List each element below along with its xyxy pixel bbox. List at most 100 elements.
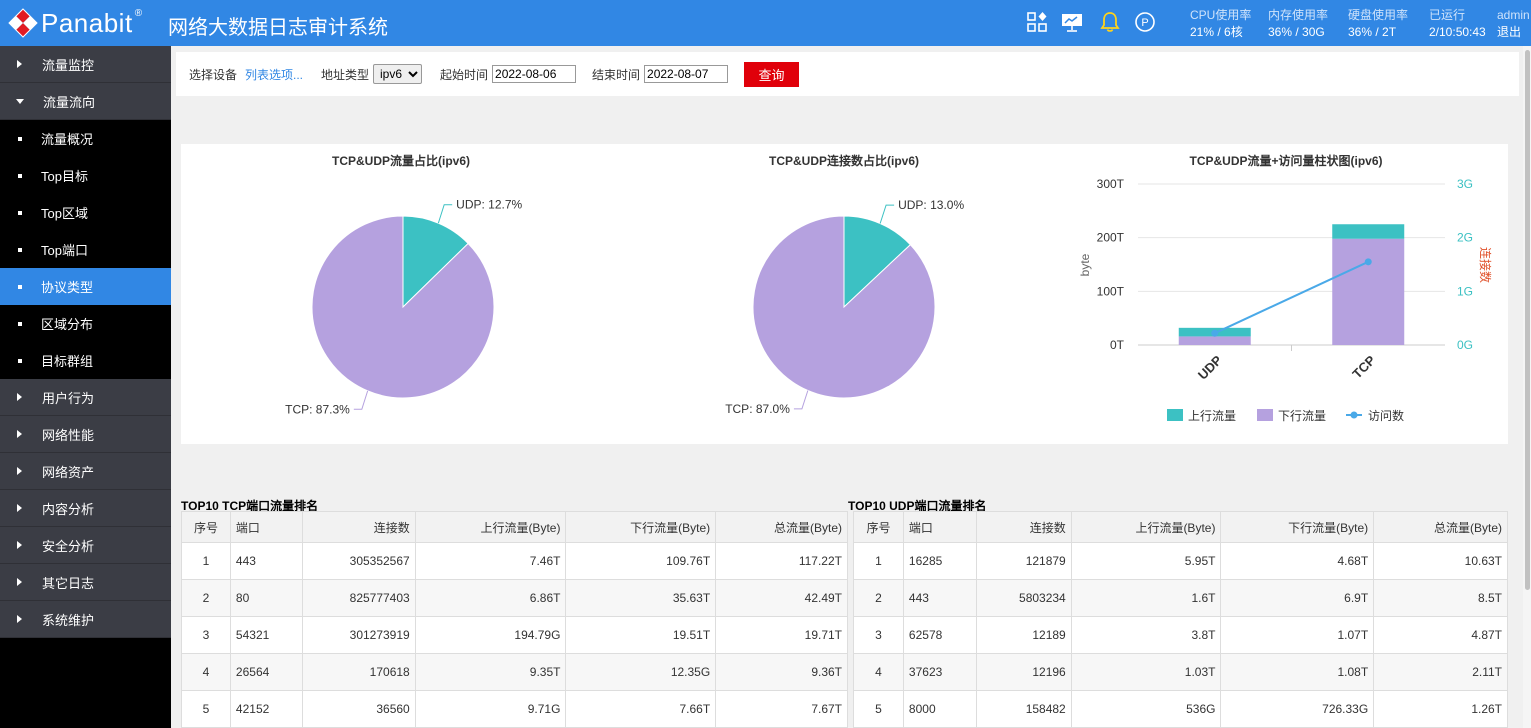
cpu-stat: CPU使用率 21% / 6核 xyxy=(1190,7,1251,41)
cell-upstream: 9.35T xyxy=(414,653,567,691)
pie-slice-udp[interactable] xyxy=(402,215,469,309)
cell-total: 10.63T xyxy=(1373,542,1508,580)
menu-other-logs[interactable]: 其它日志 xyxy=(0,564,171,601)
chevron-right-icon xyxy=(17,615,22,623)
brand-logo[interactable]: Panabit ® xyxy=(8,6,142,40)
col-downstream[interactable]: 下行流量(Byte) xyxy=(565,511,717,543)
menu-traffic-monitor[interactable]: 流量监控 xyxy=(0,46,171,83)
submenu-top-target[interactable]: Top目标 xyxy=(0,157,171,194)
apps-icon[interactable] xyxy=(1026,11,1048,33)
submenu-traffic-overview[interactable]: 流量概况 xyxy=(0,120,171,157)
submenu-target-group[interactable]: 目标群组 xyxy=(0,342,171,379)
table-row[interactable]: 4 26564 170618 9.35T 12.35G 9.36T xyxy=(181,653,848,691)
cell-connections: 158482 xyxy=(975,690,1072,728)
table-row[interactable]: 3 54321 301273919 194.79G 19.51T 19.71T xyxy=(181,616,848,654)
col-port[interactable]: 端口 xyxy=(902,511,977,543)
bar-tcp-1[interactable] xyxy=(1332,224,1405,239)
col-downstream[interactable]: 下行流量(Byte) xyxy=(1220,511,1375,543)
bar-tcp-0[interactable] xyxy=(1332,238,1405,345)
col-upstream[interactable]: 上行流量(Byte) xyxy=(414,511,567,543)
submenu-top-port[interactable]: Top端口 xyxy=(0,231,171,268)
logout-link[interactable]: 退出 xyxy=(1497,25,1522,39)
col-upstream[interactable]: 上行流量(Byte) xyxy=(1070,511,1222,543)
table-row[interactable]: 5 42152 36560 9.71G 7.66T 7.67T xyxy=(181,690,848,728)
cell-index: 2 xyxy=(181,579,231,617)
system-title: 网络大数据日志审计系统 xyxy=(168,17,388,39)
col-total[interactable]: 总流量(Byte) xyxy=(1373,511,1508,543)
addr-type-select[interactable]: ipv6 xyxy=(373,64,423,84)
cell-connections: 12196 xyxy=(975,653,1072,691)
legend-swatch-downstream[interactable] xyxy=(1257,409,1273,421)
legend-swatch-upstream[interactable] xyxy=(1167,409,1183,421)
table-row[interactable]: 3 62578 12189 3.8T 1.07T 4.87T xyxy=(853,616,1508,654)
col-total[interactable]: 总流量(Byte) xyxy=(715,511,848,543)
cpu-label: CPU使用率 xyxy=(1190,8,1252,22)
table-row[interactable]: 2 443 5803234 1.6T 6.9T 8.5T xyxy=(853,579,1508,617)
submenu-top-region[interactable]: Top区域 xyxy=(0,194,171,231)
pie1-title: TCP&UDP流量占比(ipv6) xyxy=(331,154,470,168)
query-button[interactable]: 查询 xyxy=(744,62,799,87)
table-row[interactable]: 1 443 305352567 7.46T 109.76T 117.22T xyxy=(181,542,848,580)
submenu-protocol-type[interactable]: 协议类型 xyxy=(0,268,171,305)
cell-connections: 121879 xyxy=(975,542,1072,580)
bullet-icon xyxy=(18,284,22,289)
menu-network-performance[interactable]: 网络性能 xyxy=(0,416,171,453)
end-time-label: 结束时间 xyxy=(592,67,641,82)
submenu-label: 目标群组 xyxy=(41,354,94,369)
cell-index: 5 xyxy=(853,690,904,728)
scrollbar-thumb[interactable] xyxy=(1525,50,1530,590)
table-row[interactable]: 4 37623 12196 1.03T 1.08T 2.11T xyxy=(853,653,1508,691)
chevron-right-icon xyxy=(17,60,22,68)
cell-port: 443 xyxy=(902,579,977,617)
username[interactable]: admin xyxy=(1497,8,1530,22)
menu-network-assets[interactable]: 网络资产 xyxy=(0,453,171,490)
bell-icon[interactable] xyxy=(1099,11,1121,33)
start-time-input[interactable] xyxy=(492,65,577,83)
menu-traffic-flow[interactable]: 流量流向 xyxy=(0,83,171,120)
cell-connections: 12189 xyxy=(975,616,1072,654)
table-row[interactable]: 5 8000 158482 536G 726.33G 1.26T xyxy=(853,690,1508,728)
cell-index: 1 xyxy=(181,542,231,580)
cell-total: 8.5T xyxy=(1373,579,1508,617)
menu-content-analysis[interactable]: 内容分析 xyxy=(0,490,171,527)
device-select-link[interactable]: 列表选项... xyxy=(245,67,304,82)
monitor-icon[interactable] xyxy=(1061,11,1083,33)
chevron-right-icon xyxy=(17,467,22,475)
col-connections[interactable]: 连接数 xyxy=(975,511,1072,543)
col-index[interactable]: 序号 xyxy=(181,511,231,543)
col-connections[interactable]: 连接数 xyxy=(301,511,416,543)
cell-connections: 36560 xyxy=(301,690,416,728)
y-tick-label: 200T xyxy=(1097,231,1125,245)
menu-label: 流量监控 xyxy=(42,57,95,73)
pie-slice-tcp[interactable] xyxy=(311,215,495,399)
access-point[interactable] xyxy=(1364,258,1372,266)
cell-connections: 825777403 xyxy=(301,579,416,617)
pie-slice-tcp[interactable] xyxy=(752,215,936,399)
menu-security-analysis[interactable]: 安全分析 xyxy=(0,527,171,564)
cell-upstream: 5.95T xyxy=(1070,542,1222,580)
cell-downstream: 109.76T xyxy=(565,542,717,580)
col-index[interactable]: 序号 xyxy=(853,511,904,543)
table-row[interactable]: 2 80 825777403 6.86T 35.63T 42.49T xyxy=(181,579,848,617)
bullet-icon xyxy=(18,247,22,252)
memory-label: 内存使用率 xyxy=(1268,8,1329,22)
cell-upstream: 194.79G xyxy=(414,616,567,654)
cell-port: 8000 xyxy=(902,690,977,728)
end-time-input[interactable] xyxy=(644,65,729,83)
device-label: 选择设备 xyxy=(189,67,238,82)
cell-upstream: 6.86T xyxy=(414,579,567,617)
bullet-icon xyxy=(18,358,22,363)
menu-user-behavior[interactable]: 用户行为 xyxy=(0,379,171,416)
uptime-label: 已运行 xyxy=(1429,8,1466,22)
menu-label: 流量流向 xyxy=(43,94,96,110)
menu-system-maintenance[interactable]: 系统维护 xyxy=(0,601,171,638)
submenu-region-distribution[interactable]: 区域分布 xyxy=(0,305,171,342)
y-tick-label: 100T xyxy=(1097,284,1125,298)
col-port[interactable]: 端口 xyxy=(229,511,303,543)
pie-label: UDP: 12.7% xyxy=(456,198,522,212)
bar-udp-0[interactable] xyxy=(1178,336,1251,345)
p-icon[interactable]: P xyxy=(1134,11,1156,33)
cell-total: 4.87T xyxy=(1373,616,1508,654)
access-point[interactable] xyxy=(1211,329,1219,337)
table-row[interactable]: 1 16285 121879 5.95T 4.68T 10.63T xyxy=(853,542,1508,580)
